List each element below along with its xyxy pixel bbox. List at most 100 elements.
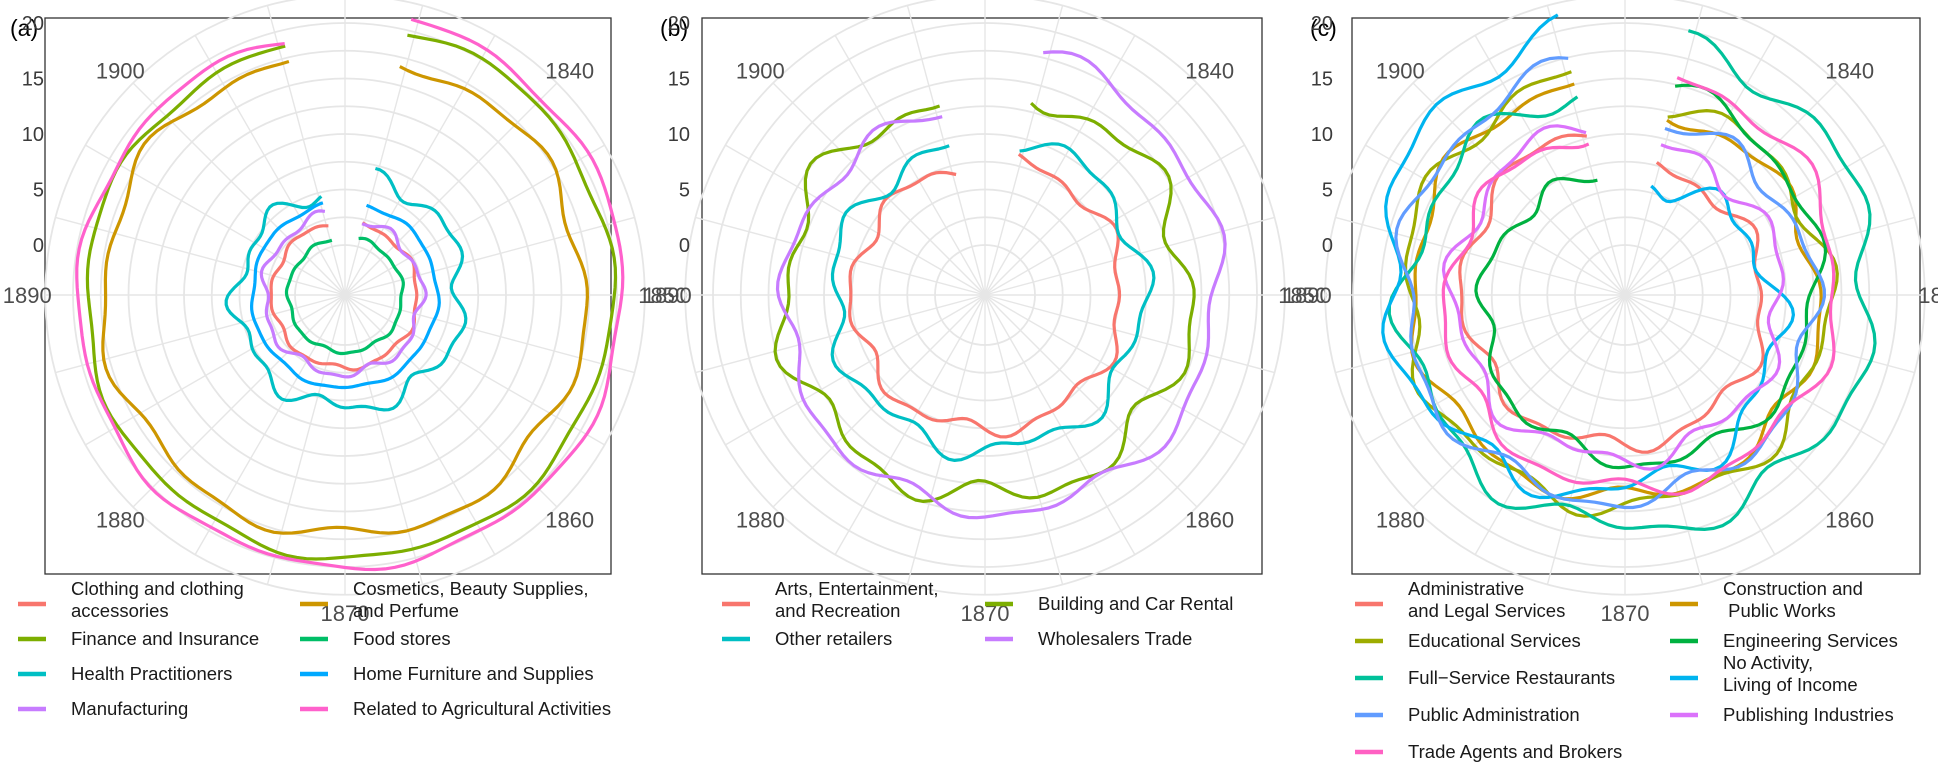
legend-label: Food stores (353, 628, 451, 649)
legend-label: Building and Car Rental (1038, 593, 1233, 614)
series-lines (75, 17, 625, 572)
angle-label: 1860 (545, 508, 594, 533)
grid-spoke (1474, 35, 1626, 296)
angle-label: 1900 (1376, 58, 1425, 83)
grid-spoke (984, 82, 1198, 296)
grid-spoke (266, 294, 346, 585)
grid-spoke (1624, 294, 1776, 555)
grid-spoke (344, 294, 558, 508)
series-line (85, 33, 618, 561)
angle-label: 1890 (3, 283, 52, 308)
grid-spoke (1335, 216, 1626, 296)
angle-label: 1860 (1825, 508, 1874, 533)
grid-spoke (984, 216, 1275, 296)
radial-tick-label: 5 (679, 180, 690, 202)
series-line (848, 152, 1122, 439)
grid-spoke (984, 35, 1136, 296)
angle-label: 1850 (1278, 283, 1327, 308)
legend: Arts, Entertainment, and Recreation Buildi… (722, 578, 1233, 649)
legend-label: No Activity, Living of Income (1723, 652, 1858, 695)
angle-label: 1900 (96, 58, 145, 83)
angle-label: 1870 (321, 601, 370, 626)
angle-label: 1870 (1601, 601, 1650, 626)
panel-label: (b) (660, 15, 688, 41)
legend-label: Educational Services (1408, 630, 1581, 651)
legend-label: Trade Agents and Brokers (1408, 741, 1622, 762)
legend-label: Health Practitioners (71, 663, 232, 684)
panel-frame (701, 17, 1263, 575)
grid-spoke (1624, 35, 1776, 296)
grid-spoke (906, 5, 986, 296)
angle-labels: 18301840185018601870188018901900 (643, 58, 1327, 625)
grid-spoke (1624, 82, 1838, 296)
grid-spoke (1365, 144, 1626, 296)
angle-label: 1860 (1185, 508, 1234, 533)
radial-tick-label: 0 (33, 235, 44, 257)
grid-spoke (344, 294, 605, 446)
angle-label: 1850 (638, 283, 687, 308)
grid-spoke (1546, 294, 1626, 585)
grid-spoke (1624, 294, 1704, 585)
grid-spoke (1624, 5, 1704, 296)
legend-label: Publishing Industries (1723, 704, 1894, 725)
grid-spoke (344, 144, 605, 296)
grid-spoke (695, 294, 986, 374)
angle-label: 1900 (736, 58, 785, 83)
series-line (1381, 13, 1796, 500)
series-line (284, 236, 405, 356)
panel-label: (c) (1310, 15, 1337, 41)
legend-label: Arts, Entertainment, and Recreation (775, 578, 938, 621)
panel-label: (a) (10, 15, 38, 41)
grid-spoke (55, 216, 346, 296)
radial-tick-labels: 0 5 10 15 20 (1311, 13, 1333, 257)
radial-tick-label: 15 (668, 69, 690, 91)
series-line (1403, 70, 1839, 518)
grid-spoke (725, 294, 986, 446)
series-line (75, 17, 625, 572)
legend: Clothing and clothing accessories Cosmetic… (18, 578, 611, 719)
angle-label: 1840 (1825, 58, 1874, 83)
grid-spoke (695, 216, 986, 296)
legend: Administrative and Legal Services Construc… (1355, 578, 1898, 762)
series-line (250, 201, 441, 390)
grid-spoke (1412, 294, 1626, 508)
series-line (1458, 133, 1765, 454)
series-line (1394, 56, 1827, 510)
series-line (259, 209, 428, 379)
grid-spoke (834, 35, 986, 296)
grid-spoke (344, 35, 496, 296)
grid-spoke (984, 294, 1245, 446)
grid-spoke (1624, 294, 1838, 508)
radial-tick-label: 10 (1311, 124, 1333, 146)
radial-tick-label: 15 (1311, 69, 1333, 91)
panel-b: (b) 18301840185018601870188018901900 051… (643, 0, 1327, 649)
angle-label: 1840 (1185, 58, 1234, 83)
grid-spoke (344, 5, 424, 296)
series-line (775, 50, 1227, 520)
grid-spoke (1474, 294, 1626, 555)
legend-label: Cosmetics, Beauty Supplies, and Perfume (353, 578, 588, 621)
grid-spoke (772, 294, 986, 508)
polar-grid (44, 0, 646, 596)
angle-label: 1850 (1918, 283, 1938, 308)
grid-spoke (984, 294, 1198, 508)
radial-tick-labels: 0 5 10 15 20 (22, 13, 44, 257)
legend-label: Clothing and clothing accessories (71, 578, 244, 621)
radial-tick-label: 5 (1322, 180, 1333, 202)
grid-spoke (984, 294, 1136, 555)
angle-labels: 18301840185018601870188018901900 (3, 58, 687, 626)
radial-tick-label: 10 (668, 124, 690, 146)
legend-label: Engineering Services (1723, 630, 1898, 651)
angle-label: 1890 (643, 283, 692, 308)
panel-c: (c) 18301840185018601870188018901900 051… (1283, 0, 1938, 762)
grid-spoke (344, 216, 635, 296)
grid-spoke (834, 294, 986, 555)
series-line (101, 59, 590, 535)
grid-spoke (906, 294, 986, 585)
series-line (224, 166, 468, 412)
grid-spoke (85, 144, 346, 296)
grid-spoke (344, 294, 496, 555)
series-lines (773, 50, 1227, 520)
series-line (830, 142, 1156, 462)
radial-tick-label: 20 (668, 13, 690, 35)
